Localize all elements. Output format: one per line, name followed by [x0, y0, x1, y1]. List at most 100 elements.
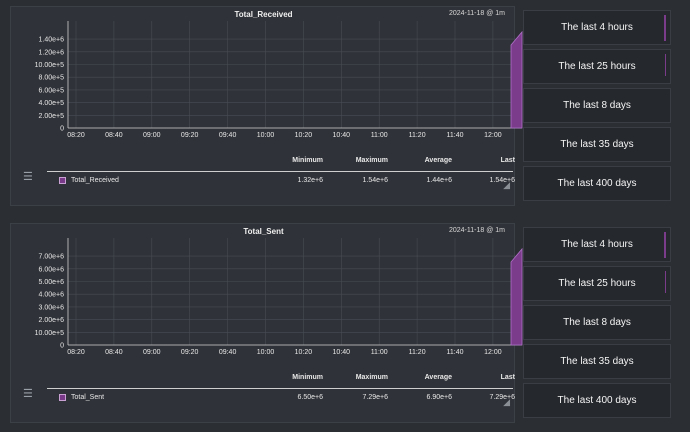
legend-divider [47, 171, 513, 172]
mini-graph-bar [664, 232, 666, 258]
button-label: The last 4 hours [561, 22, 633, 33]
y-tick-label: 2.00e+5 [39, 113, 65, 120]
menu-icon[interactable]: ☰ [23, 388, 33, 400]
x-tick-label: 11:20 [409, 349, 426, 356]
y-tick-label: 5.00e+6 [39, 279, 65, 286]
x-tick-label: 09:40 [219, 349, 237, 356]
x-tick-label: 11:20 [409, 132, 426, 139]
timeframe-400-days-button[interactable]: The last 400 days [523, 166, 671, 201]
y-tick-label: 10.00e+5 [35, 62, 64, 69]
legend-header-last: Last [500, 157, 515, 164]
timeframe-25-hours-button[interactable]: The last 25 hours [523, 49, 671, 84]
legend-value-last: 7.29e+6 [489, 394, 516, 401]
x-tick-label: 10:20 [295, 132, 313, 139]
timeframe-400-days-button[interactable]: The last 400 days [523, 383, 671, 418]
panel-title: Total_Received [234, 10, 293, 19]
mini-graph-bar [665, 54, 666, 76]
timeframe-35-days-button[interactable]: The last 35 days [523, 127, 671, 162]
button-label: The last 400 days [557, 178, 637, 189]
legend-header-max: Maximum [355, 157, 388, 164]
y-tick-label: 6.00e+5 [39, 87, 65, 94]
button-label: The last 35 days [560, 139, 634, 150]
timeframe-25-hours-button[interactable]: The last 25 hours [523, 266, 671, 301]
button-label: The last 25 hours [558, 278, 636, 289]
panel-title: Total_Sent [243, 227, 284, 236]
legend-header-last: Last [500, 374, 515, 381]
legend-value-max: 1.54e+6 [362, 177, 389, 184]
x-tick-label: 09:00 [143, 349, 161, 356]
x-tick-label: 11:00 [371, 132, 388, 139]
chart-plot: 0 10.00e+5 2.00e+6 3.00e+6 4.00e+6 5.00e+6 6.0… [35, 238, 523, 356]
x-tick-label: 08:40 [105, 349, 123, 356]
legend-series-name[interactable]: Total_Received [71, 177, 119, 184]
y-tick-label: 1.40e+6 [39, 37, 65, 44]
button-label: The last 25 hours [558, 61, 636, 72]
y-tick-label: 4.00e+6 [39, 292, 65, 299]
y-tick-label: 0 [60, 343, 64, 350]
graph-panel-sent: Total_Sent 2024-11-18 @ 1m 0 10.00e+5 2.00… [10, 223, 523, 423]
x-tick-label: 08:40 [105, 132, 123, 139]
legend: Minimum Maximum Average Last Total_Recei… [47, 157, 516, 189]
resize-handle-icon[interactable]: ◢ [503, 180, 510, 190]
legend-value-min: 6.50e+6 [297, 394, 324, 401]
x-tick-label: 11:40 [447, 132, 464, 139]
x-tick-label: 09:20 [181, 132, 199, 139]
timeframe-4-hours-button[interactable]: The last 4 hours [523, 227, 671, 262]
x-tick-label: 10:00 [257, 132, 275, 139]
y-tick-label: 6.00e+6 [39, 266, 65, 273]
button-label: The last 8 days [563, 317, 631, 328]
x-tick-label: 09:00 [143, 132, 161, 139]
legend-value-last: 1.54e+6 [489, 177, 516, 184]
x-tick-label: 09:20 [181, 349, 199, 356]
x-tick-label: 09:40 [219, 132, 237, 139]
resize-handle-icon[interactable]: ◢ [503, 397, 510, 407]
button-label: The last 400 days [557, 395, 637, 406]
button-label: The last 8 days [563, 100, 631, 111]
timeframe-8-days-button[interactable]: The last 8 days [523, 305, 671, 340]
mini-graph-bar [664, 15, 666, 41]
series-color-swatch[interactable] [59, 394, 66, 401]
x-tick-label: 11:40 [447, 349, 464, 356]
legend-header-avg: Average [424, 374, 452, 381]
x-tick-label: 10:00 [257, 349, 275, 356]
timeframe-4-hours-button[interactable]: The last 4 hours [523, 10, 671, 45]
legend-header-max: Maximum [355, 374, 388, 381]
legend-header-avg: Average [424, 157, 452, 164]
series-area [510, 30, 523, 129]
chart-plot: 0 2.00e+5 4.00e+5 6.00e+5 8.00e+5 10.00e+5 1.2… [35, 21, 523, 139]
series-area [510, 247, 523, 346]
mini-graph-bar [665, 271, 666, 293]
series-color-swatch[interactable] [59, 177, 66, 184]
legend-value-avg: 6.90e+6 [426, 394, 453, 401]
graph-panel-received: Total_Received 2024-11-18 @ 1m 0 2.00e+5 4… [10, 6, 523, 206]
legend-divider [47, 388, 513, 389]
legend: Minimum Maximum Average Last Total_Sent … [47, 374, 516, 406]
y-tick-label: 8.00e+5 [39, 75, 65, 82]
y-tick-label: 7.00e+6 [39, 254, 65, 261]
button-label: The last 4 hours [561, 239, 633, 250]
legend-header-min: Minimum [292, 157, 323, 164]
button-label: The last 35 days [560, 356, 634, 367]
x-tick-label: 10:40 [333, 132, 351, 139]
x-tick-label: 10:40 [333, 349, 351, 356]
x-tick-label: 08:20 [67, 132, 85, 139]
panel-date: 2024-11-18 @ 1m [448, 10, 505, 17]
y-tick-label: 3.00e+6 [39, 304, 65, 311]
legend-value-avg: 1.44e+6 [426, 177, 453, 184]
x-tick-label: 08:20 [67, 349, 85, 356]
panel-date: 2024-11-18 @ 1m [448, 227, 505, 234]
y-tick-label: 10.00e+5 [35, 330, 64, 337]
y-tick-label: 0 [60, 126, 64, 133]
y-tick-label: 4.00e+5 [39, 100, 65, 107]
timeframe-8-days-button[interactable]: The last 8 days [523, 88, 671, 123]
legend-series-name[interactable]: Total_Sent [71, 394, 105, 401]
x-tick-label: 10:20 [295, 349, 313, 356]
legend-value-min: 1.32e+6 [297, 177, 324, 184]
legend-value-max: 7.29e+6 [362, 394, 389, 401]
x-tick-label: 11:00 [371, 349, 388, 356]
y-tick-label: 1.20e+6 [39, 49, 65, 56]
timeframe-35-days-button[interactable]: The last 35 days [523, 344, 671, 379]
x-tick-label: 12:00 [484, 349, 502, 356]
menu-icon[interactable]: ☰ [23, 171, 33, 183]
y-tick-label: 2.00e+6 [39, 317, 65, 324]
